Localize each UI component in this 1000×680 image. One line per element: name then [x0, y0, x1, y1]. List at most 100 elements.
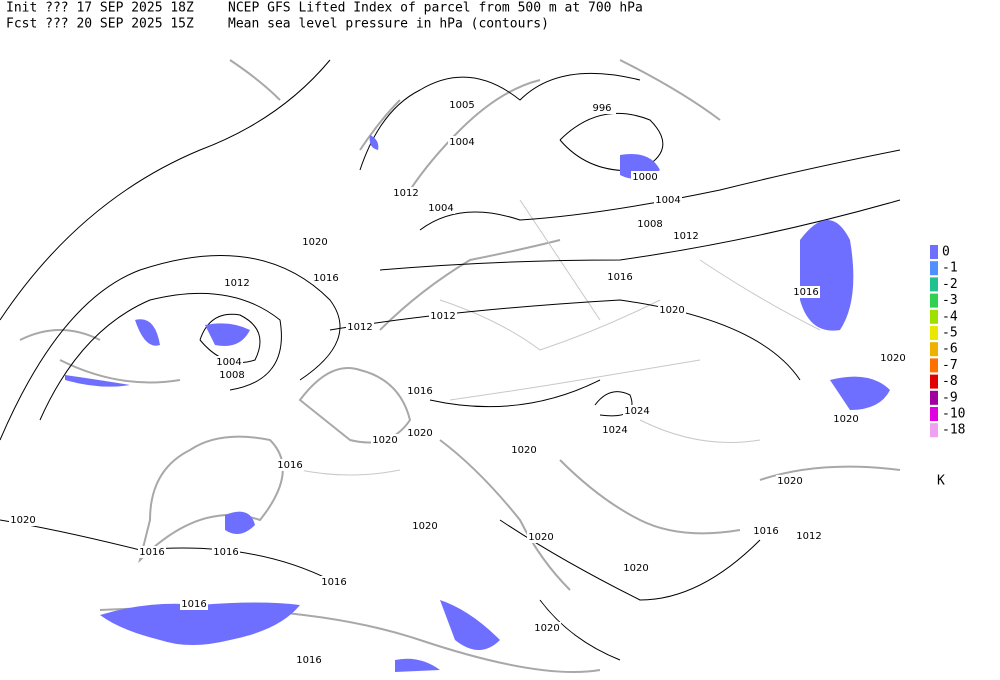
label-background	[636, 218, 664, 230]
legend-swatch	[930, 423, 938, 438]
contour-label: 1020	[528, 532, 553, 543]
label-background	[406, 385, 434, 397]
label-background	[654, 194, 682, 206]
contour-label: 1012	[796, 531, 821, 542]
label-background	[371, 434, 399, 446]
contour-label: 1020	[659, 305, 684, 316]
contour-label: 1000	[632, 172, 657, 183]
contour-label: 1012	[430, 311, 455, 322]
legend-swatch	[930, 326, 938, 340]
label-background	[312, 272, 340, 284]
label-background	[792, 286, 820, 298]
contour-label: 1020	[623, 563, 648, 574]
contour-label: 1020	[302, 237, 327, 248]
label-background	[301, 236, 329, 248]
legend-swatch	[930, 261, 938, 276]
legend-label: -1	[942, 261, 958, 276]
contour-label: 1005	[449, 100, 474, 111]
contour-label: 1012	[224, 278, 249, 289]
label-background	[606, 271, 634, 283]
legend-swatch	[930, 309, 938, 324]
legend-label: -18	[942, 423, 965, 438]
legend-label: -2	[942, 277, 958, 292]
legend-swatch	[930, 342, 938, 357]
contour-label: 1012	[347, 322, 372, 333]
label-background	[429, 310, 457, 322]
contour-label: 1020	[412, 521, 437, 532]
lifted-index-area	[65, 135, 890, 672]
map-subtitle: Mean sea level pressure in hPa (contours…	[228, 17, 549, 32]
label-background	[215, 356, 243, 368]
label-background	[832, 413, 860, 425]
label-background	[527, 531, 555, 543]
legend-swatch	[930, 277, 938, 292]
label-background	[448, 136, 476, 148]
contour-label: 1016	[181, 599, 206, 610]
label-background	[622, 562, 650, 574]
country-border	[299, 199, 821, 476]
contour-label: 1020	[511, 445, 536, 456]
label-background	[392, 187, 420, 199]
contour-label: 1008	[219, 370, 244, 381]
contour-label: 1016	[321, 577, 346, 588]
legend-swatch	[930, 374, 938, 389]
legend-label: -8	[942, 374, 958, 389]
label-background	[795, 530, 823, 542]
isobar	[0, 59, 901, 661]
label-background	[752, 525, 780, 537]
label-background	[672, 230, 700, 242]
legend-swatch	[930, 407, 938, 421]
label-background	[295, 654, 323, 666]
label-background	[631, 171, 659, 183]
label-background	[427, 202, 455, 214]
legend-swatch	[930, 245, 938, 259]
contour-label: 1012	[393, 188, 418, 199]
contour-label: 1016	[139, 547, 164, 558]
contour-label: 1020	[777, 476, 802, 487]
label-background	[588, 102, 616, 114]
contour-label: 1024	[624, 406, 649, 417]
label-background	[623, 405, 651, 417]
legend-label: -10	[942, 407, 965, 422]
legend-swatch	[930, 358, 938, 373]
contour-label: 1016	[407, 386, 432, 397]
label-background	[276, 459, 304, 471]
map-title: NCEP GFS Lifted Index of parcel from 500…	[228, 1, 643, 16]
contour-label: 1020	[534, 623, 559, 634]
contour-label: 1016	[607, 272, 632, 283]
legend-label: -9	[942, 390, 958, 405]
legend-unit: K	[937, 474, 945, 489]
contour-labels: 1005 1004 996 1000 1004 1012 1004 1008 1012 1020 1…	[9, 99, 907, 666]
contour-label: 1004	[216, 357, 241, 368]
contour-label: 1020	[407, 428, 432, 439]
contour-label: 1008	[637, 219, 662, 230]
contour-label: 996	[592, 103, 611, 114]
contour-label: 1016	[296, 655, 321, 666]
contour-label: 1020	[372, 435, 397, 446]
contour-label: 1020	[833, 414, 858, 425]
legend-label: 0	[942, 245, 950, 260]
forecast-time: Fcst ??? 20 SEP 2025 15Z	[6, 17, 194, 32]
label-background	[448, 99, 476, 111]
label-background	[9, 514, 37, 526]
label-background	[223, 277, 251, 289]
label-background	[411, 520, 439, 532]
legend-label: -3	[942, 293, 958, 308]
contour-label: 1024	[602, 425, 627, 436]
label-background	[320, 576, 348, 588]
label-background	[218, 369, 246, 381]
legend-label: -5	[942, 326, 958, 341]
contour-label: 1016	[753, 526, 778, 537]
legend-label: -6	[942, 342, 958, 357]
label-background	[658, 304, 686, 316]
contour-label: 1004	[655, 195, 680, 206]
label-background	[138, 546, 166, 558]
label-background	[601, 424, 629, 436]
contour-label: 1004	[428, 203, 453, 214]
label-background	[180, 598, 208, 610]
contour-label: 1016	[313, 273, 338, 284]
contour-label: 1016	[793, 287, 818, 298]
contour-label: 1012	[673, 231, 698, 242]
label-background	[776, 475, 804, 487]
